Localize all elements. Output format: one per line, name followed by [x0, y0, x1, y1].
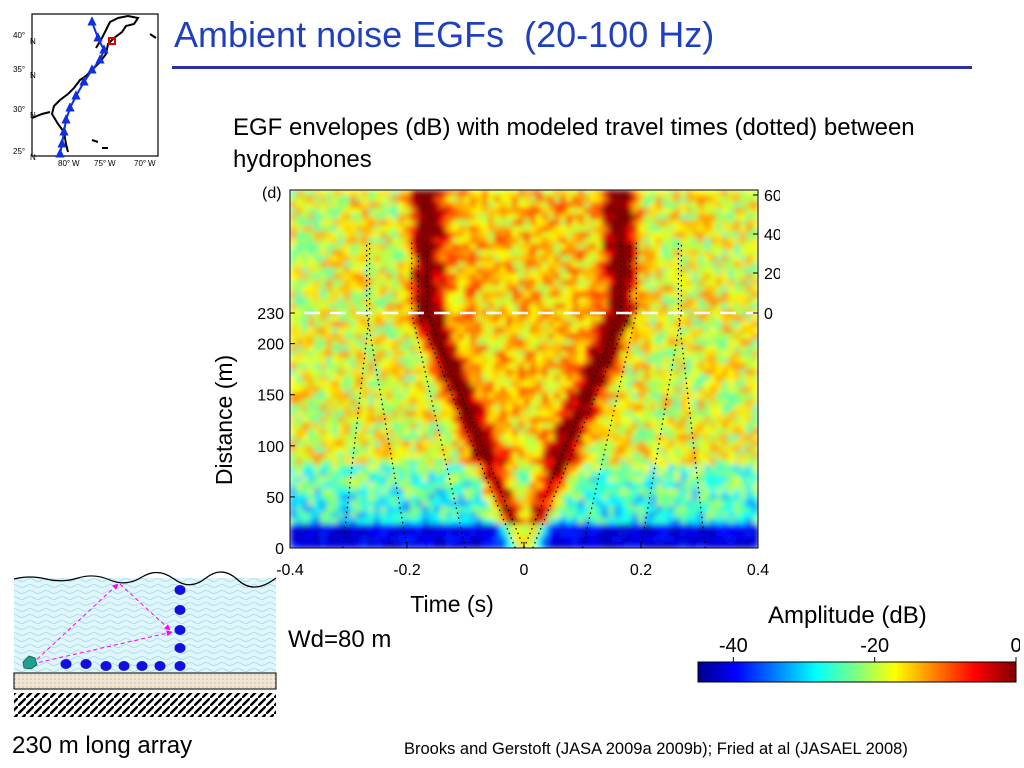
colorbar-tick-label: 0	[1010, 635, 1020, 657]
x-tick-label: 0	[520, 562, 529, 579]
hydrophone	[174, 585, 186, 595]
figure-subtitle: EGF envelopes (dB) with modeled travel t…	[233, 114, 915, 173]
hydrophone	[80, 659, 92, 669]
map-lat-label: 40°	[13, 31, 25, 40]
modeled-travel-time-curve	[366, 241, 408, 548]
y-tick-label: 230	[257, 306, 284, 323]
slide-title: Ambient noise EGFs (20-100 Hz)	[174, 14, 715, 55]
map-lon-label: 80°	[58, 159, 70, 168]
y-right-tick-label: 40	[764, 227, 780, 244]
x-tick-label: 0.4	[747, 562, 769, 579]
y-tick-label: 150	[257, 388, 284, 405]
y-tick-label: 50	[266, 490, 284, 507]
y-axis-label: Distance (m)	[211, 355, 237, 485]
modeled-travel-time-curve	[677, 241, 706, 548]
y-right-tick-label: 20	[764, 266, 780, 283]
ship-track	[55, 16, 109, 158]
track-marker	[55, 148, 65, 158]
track-marker	[87, 16, 97, 26]
coastline	[31, 14, 157, 153]
modeled-travel-time-curve	[342, 241, 371, 548]
map-lat-suffix: N	[30, 153, 36, 162]
water-waves	[14, 578, 276, 673]
map-lon-suffix: W	[108, 159, 116, 168]
colorbar-gradient	[697, 661, 1017, 683]
track-marker	[99, 44, 109, 54]
modeled-travel-time-curve	[640, 241, 682, 548]
array-site-marker	[108, 37, 116, 45]
hydrophone	[174, 661, 186, 671]
track-marker	[59, 126, 69, 136]
track-marker	[95, 54, 105, 64]
bedrock-layer	[14, 693, 276, 717]
colorbar: -40 -20 0	[697, 635, 1020, 683]
y-right-tick-label: 0	[764, 306, 773, 323]
y-tick-label: 0	[275, 541, 284, 558]
x-tick-label: -0.2	[393, 562, 421, 579]
sea-surface	[13, 571, 277, 588]
map-lon-suffix: W	[72, 159, 80, 168]
hydrophone	[118, 661, 130, 671]
map-lat-label: 25°	[13, 147, 25, 156]
track-marker	[79, 76, 89, 86]
noise-source	[22, 655, 38, 670]
modeled-travel-time-curve	[417, 241, 516, 548]
track-marker	[57, 138, 67, 148]
hydrophone	[154, 661, 166, 671]
hydrophone	[174, 625, 186, 635]
track-marker	[61, 114, 71, 124]
map-lat-label: 30°	[13, 105, 25, 114]
hydrophone	[174, 605, 186, 615]
track-marker	[71, 90, 81, 100]
x-axis-label: Time (s)	[410, 591, 493, 617]
title-rule	[172, 66, 972, 69]
modeled-travel-time-curve	[426, 241, 525, 548]
water-depth-label: Wd=80 m	[288, 626, 392, 653]
hydrophone	[100, 661, 112, 671]
track-marker	[65, 102, 75, 112]
map-lat-suffix: N	[30, 37, 36, 46]
map-frame	[31, 13, 159, 157]
y-tick-label: 100	[257, 439, 284, 456]
track-marker	[93, 32, 103, 42]
hydrophones	[60, 585, 186, 671]
map-lat-label: 35°	[13, 65, 25, 74]
x-tick-label: -0.4	[276, 562, 304, 579]
citation: Brooks and Gerstoft (JASA 2009a 2009b); …	[404, 740, 908, 758]
track-marker	[87, 64, 97, 74]
map-lon-label: 75°	[94, 159, 106, 168]
map-lon-suffix: W	[148, 159, 156, 168]
egf-heatmap: -0.4 -0.2 0 0.2 0.4 0 50 100 150 200 230 0 20 40 60 (d)…	[211, 185, 780, 617]
hydrophone	[60, 659, 72, 669]
colorbar-tick-label: -40	[719, 635, 748, 657]
ray-paths	[31, 583, 173, 665]
y-tick-label: 200	[257, 337, 284, 354]
modeled-travel-time-curve	[523, 241, 622, 548]
y-right-tick-label: 60	[764, 188, 780, 205]
panel-label: (d)	[262, 185, 282, 202]
modeled-travel-time-curve	[532, 241, 631, 548]
x-tick-label: 0.2	[630, 562, 652, 579]
map-lat-suffix: N	[30, 71, 36, 80]
sediment-layer	[13, 672, 277, 690]
colorbar-tick-label: -20	[860, 635, 889, 657]
array-caption: 230 m long array	[12, 732, 193, 759]
map-inset: 40°N35°N30°N25°N80° W 75° W 70° W	[13, 13, 159, 168]
hydrophone	[174, 643, 186, 653]
map-lon-label: 70°	[134, 159, 146, 168]
map-lat-suffix: N	[30, 111, 36, 120]
colorbar-title: Amplitude (dB)	[768, 602, 927, 629]
hydrophone	[136, 661, 148, 671]
array-geometry-diagram	[13, 571, 277, 717]
